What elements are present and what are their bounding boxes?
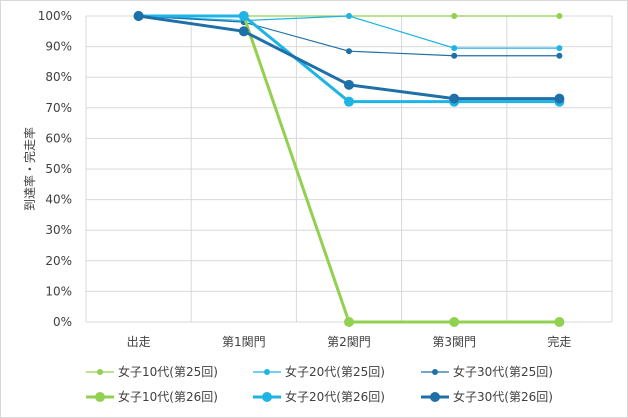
legend-label: 女子10代(第25回) [118,364,218,379]
data-point [554,317,565,327]
legend-label: 女子20代(第26回) [285,389,385,404]
legend-marker [430,392,440,402]
data-point [449,93,460,104]
x-tick-label: 第2関門 [327,335,371,349]
legend-label: 女子20代(第25回) [285,364,385,379]
legend: 女子10代(第25回) 女子20代(第25回) 女子30代(第25回) 女子10代(第… [86,364,553,404]
y-tick-label: 60% [45,131,72,145]
y-axis-title: 到達率・完走率 [22,127,37,211]
data-point [556,45,563,52]
data-point [344,96,354,107]
data-point [346,13,352,19]
x-tick-label: 完走 [547,334,571,349]
x-tick-label: 出走 [127,335,151,349]
legend-marker [432,369,438,375]
y-tick-label: 0% [53,315,72,329]
y-tick-label: 40% [45,193,72,207]
series-group [133,11,565,327]
legend-label: 女子30代(第26回) [453,389,553,404]
data-point [451,52,458,59]
data-point [449,317,460,327]
x-tick-label: 第3関門 [432,335,476,349]
legend-marker [262,392,272,402]
legend-label: 女子30代(第25回) [453,364,553,379]
data-point [556,52,563,59]
data-point [133,11,144,21]
y-tick-label: 30% [45,223,72,237]
y-tick-label: 100% [38,9,72,23]
x-tick-label: 第1関門 [222,335,266,349]
data-point [238,26,249,37]
gridlines [85,15,613,323]
data-point [344,317,354,327]
y-tick-label: 90% [45,40,72,54]
data-point [451,13,458,19]
data-point [344,79,354,90]
y-tick-label: 10% [45,284,72,298]
y-tick-label: 50% [45,162,72,176]
data-point [451,45,458,52]
legend-label: 女子10代(第26回) [118,389,218,404]
y-tick-label: 70% [45,101,72,115]
legend-marker [95,392,105,402]
series-line [138,15,560,49]
data-point [346,48,352,55]
x-axis-ticks: 出走 第1関門 第2関門 第3関門 完走 [127,334,572,349]
y-axis-ticks: 0% 10% 20% 30% 40% 50% 60% 70% 80% 90% 100% [38,9,72,329]
legend-marker [97,369,103,375]
data-point [556,13,563,19]
y-tick-label: 80% [45,70,72,84]
data-point [554,93,565,104]
y-tick-label: 20% [45,254,72,268]
data-point [238,11,249,21]
legend-marker [264,369,270,375]
